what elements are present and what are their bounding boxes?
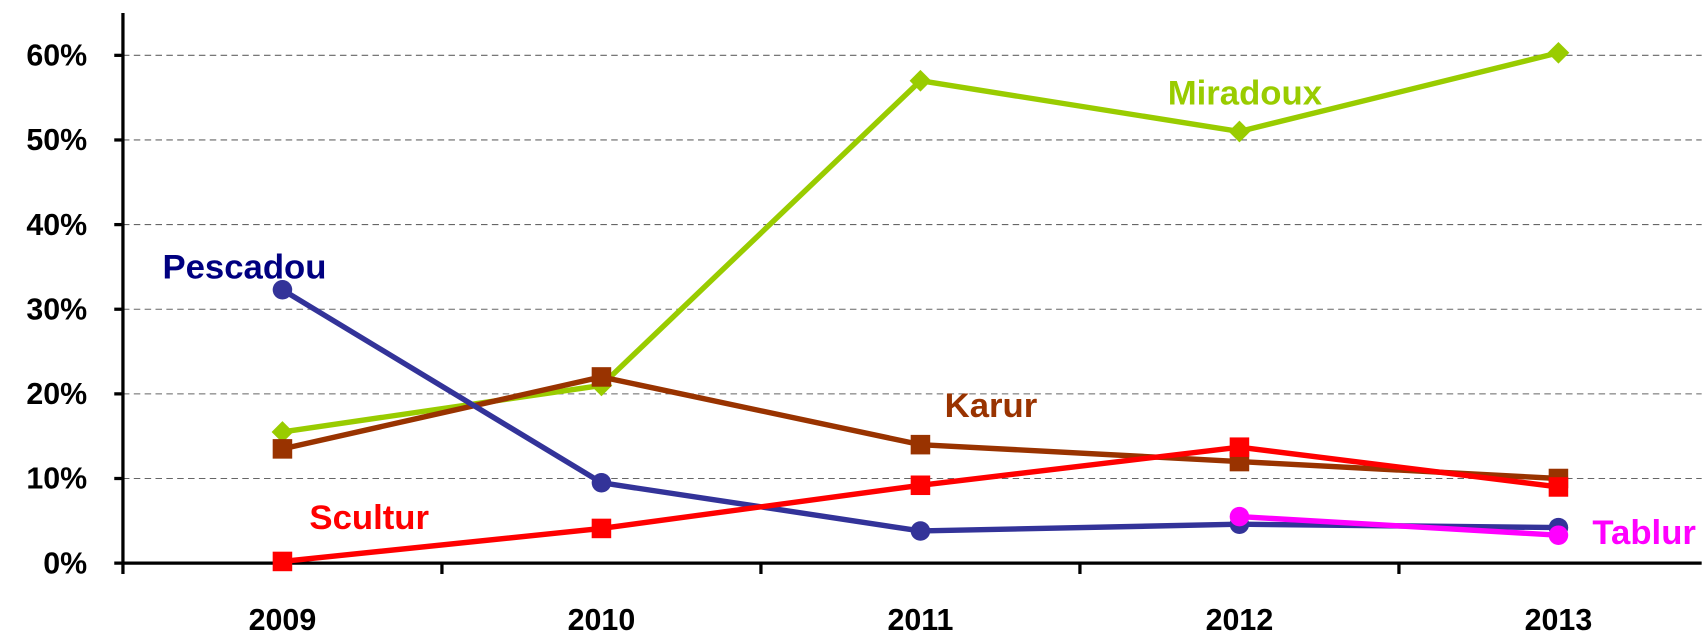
marker xyxy=(1229,506,1250,527)
series-line xyxy=(282,444,1559,565)
series-line xyxy=(282,50,1560,435)
x-tick-label: 2013 xyxy=(1525,603,1593,637)
marker xyxy=(271,421,294,443)
marker xyxy=(1228,120,1251,143)
series-line xyxy=(1239,513,1559,538)
marker xyxy=(272,280,293,300)
marker xyxy=(1548,477,1569,497)
series-label: Miradoux xyxy=(1168,75,1323,113)
marker xyxy=(591,367,612,387)
y-tick-label: 0% xyxy=(43,546,87,580)
series-label: Scultur xyxy=(309,499,429,537)
marker xyxy=(272,439,293,459)
series-label: Tablur xyxy=(1592,514,1696,552)
y-tick-label: 20% xyxy=(26,377,87,411)
marker xyxy=(910,521,931,541)
x-tick-label: 2012 xyxy=(1206,603,1274,637)
marker xyxy=(1548,525,1569,545)
y-tick-label: 50% xyxy=(26,123,87,157)
series-label: Pescadou xyxy=(162,248,326,286)
x-tick-label: 2010 xyxy=(568,603,636,637)
marker xyxy=(1547,41,1570,64)
marker xyxy=(910,434,931,455)
marker xyxy=(591,518,612,539)
marker xyxy=(272,551,293,572)
marker xyxy=(909,69,932,92)
y-tick-label: 30% xyxy=(26,292,87,326)
x-tick-label: 2009 xyxy=(249,603,317,637)
y-tick-label: 60% xyxy=(26,39,87,73)
y-tick-label: 40% xyxy=(26,208,87,242)
y-tick-label: 10% xyxy=(26,462,87,496)
x-tick-label: 2011 xyxy=(887,603,953,637)
marker xyxy=(910,475,931,496)
series-label: Karur xyxy=(945,387,1038,425)
marker xyxy=(591,472,612,493)
marker xyxy=(1229,437,1250,457)
